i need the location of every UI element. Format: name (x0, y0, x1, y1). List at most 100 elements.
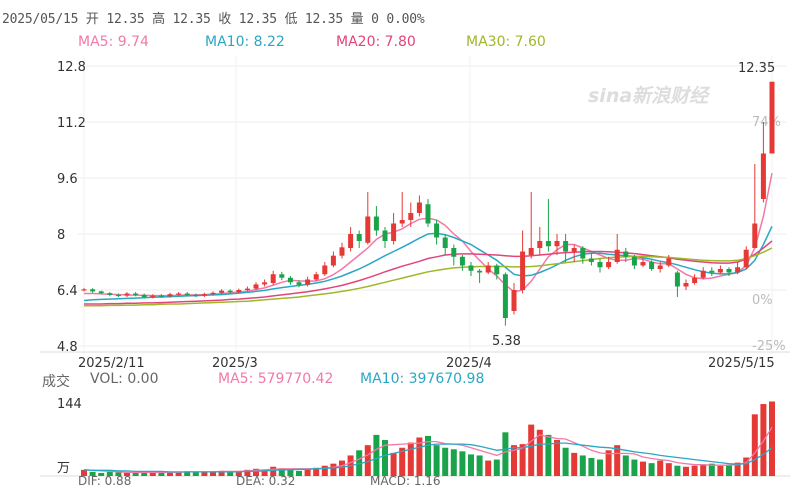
volume-bar (81, 469, 87, 476)
macd-dif: DIF: 0.88 (78, 474, 132, 488)
candle-body (726, 269, 732, 273)
volume-axis-top: 144 (57, 397, 82, 412)
candles (81, 81, 775, 326)
candle-body (305, 279, 311, 285)
candle-body (227, 290, 233, 293)
volume-bar (339, 460, 345, 476)
volume-bar (769, 401, 775, 476)
volume-bar (442, 447, 449, 476)
candle-body (201, 294, 207, 296)
volume-bar (614, 445, 621, 476)
candle-body (399, 220, 405, 224)
candle-body (674, 272, 680, 287)
candle-body (692, 277, 698, 283)
volume-bar (235, 470, 242, 476)
volume-bar (425, 435, 431, 476)
price-axis: 12.8 11.2 9.6 8 6.4 4.8 (57, 60, 86, 355)
volume-bar (640, 461, 646, 476)
volume-bar (278, 468, 285, 476)
volume-bar (588, 458, 595, 476)
volume-bar (304, 468, 311, 476)
volume-bar (115, 472, 122, 476)
volume-bar (227, 471, 234, 476)
high-label: 12.35 (738, 61, 775, 76)
volume-bar (192, 472, 199, 476)
candle-body (348, 234, 354, 248)
candle-body (528, 248, 534, 255)
volume-bar (132, 472, 139, 476)
volume-axis-unit: 万 (57, 461, 70, 476)
volume-bar (364, 445, 371, 476)
volume-bar (485, 460, 492, 476)
volume-bar (683, 466, 689, 476)
volume-bar (743, 457, 750, 476)
candle-body (735, 267, 741, 273)
ma30-line (84, 247, 773, 307)
candle-body (434, 223, 440, 238)
candle-body (193, 294, 199, 297)
candle-body (769, 81, 775, 154)
candle-body (391, 223, 397, 241)
volume-bar (244, 469, 251, 476)
candle-body (141, 294, 147, 297)
candle-body (150, 295, 156, 297)
quote-summary: 2025/05/15 开 12.35 高 12.35 收 12.35 低 12.… (2, 12, 425, 27)
candle-body (520, 251, 526, 290)
candle-body (649, 262, 655, 269)
volume-bar (158, 472, 165, 476)
low-label: 5.38 (492, 334, 521, 349)
candle-body (588, 258, 594, 262)
candle-body (468, 265, 474, 271)
volume-bar (141, 472, 148, 476)
volume-bar (450, 449, 457, 476)
candle-body (322, 265, 328, 275)
candle-body (219, 290, 225, 293)
volume-bar (476, 455, 483, 476)
price-tick-label: 8 (57, 228, 65, 243)
volume-ma10-line (83, 442, 773, 473)
volume-bar (287, 469, 294, 476)
price-tick-label: 9.6 (57, 172, 78, 187)
candle-body (356, 234, 362, 241)
volume-bar (218, 470, 225, 476)
ma10-legend: MA10: 8.22 (205, 34, 285, 50)
candle-body (752, 223, 758, 248)
volume-bar (167, 472, 173, 476)
volume-bar (149, 471, 156, 476)
price-tick-label: 11.2 (57, 116, 86, 131)
volume-bar (296, 470, 302, 476)
candle-body (683, 283, 689, 287)
volume-title: 成交 (42, 374, 70, 390)
ma5-legend: MA5: 9.74 (78, 34, 149, 50)
candle-body (124, 293, 130, 296)
candle-body (115, 294, 121, 297)
candle-body (451, 248, 457, 257)
volume-bar (579, 455, 586, 476)
volume-bar (751, 414, 758, 476)
volume-bar (562, 447, 569, 476)
volume-ma-lines (83, 426, 773, 474)
candle-body (176, 293, 182, 295)
volume-bar (201, 471, 208, 476)
volume-bar (657, 460, 664, 476)
candle-body (287, 277, 293, 283)
volume-bars (81, 401, 775, 476)
candle-body (631, 256, 637, 266)
volume-value: VOL: 0.00 (90, 371, 159, 387)
volume-bar (708, 463, 715, 476)
volume-bar (528, 424, 535, 476)
candle-body (666, 258, 672, 266)
volume-bar (648, 463, 655, 476)
price-grid (40, 56, 790, 477)
candle-body (365, 216, 371, 243)
volume-bar (89, 471, 96, 476)
candle-body (158, 295, 164, 297)
candle-body (90, 289, 96, 292)
volume-bar (545, 434, 552, 476)
candle-body (296, 282, 302, 285)
candle-body (554, 241, 560, 247)
volume-bar (493, 459, 500, 476)
volume-bar (321, 465, 328, 476)
volume-bar (175, 471, 182, 476)
